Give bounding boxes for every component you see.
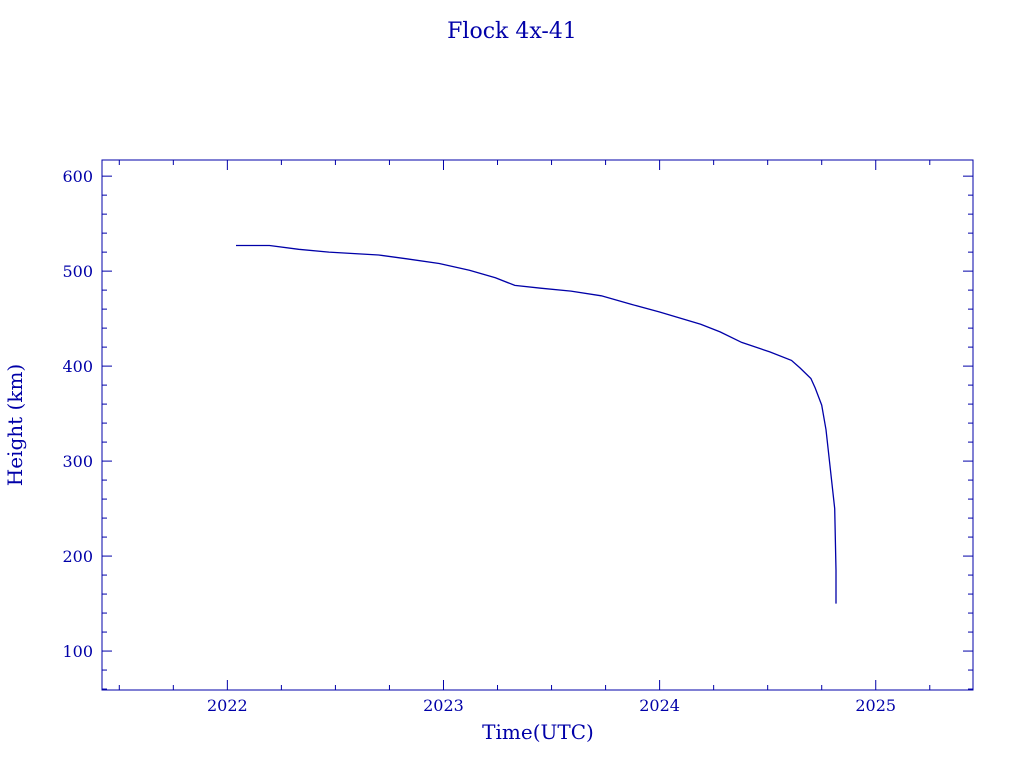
plot-frame [101,159,974,691]
y-tick-label: 500 [62,262,93,281]
series-line [236,244,837,604]
axis-ticks [102,160,973,690]
tick-labels: 2022 2023 2024 2025 100 200 300 400 500 600 [62,167,896,715]
chart-title: Flock 4x-41 [447,19,577,44]
y-tick-label: 300 [62,452,93,471]
y-tick-label: 200 [62,547,93,566]
y-tick-label: 600 [62,167,93,186]
x-tick-label: 2023 [423,696,464,715]
x-axis-label: Time(UTC) [482,720,594,744]
y-tick-label: 100 [62,642,93,661]
y-tick-label: 400 [62,357,93,376]
x-tick-label: 2024 [639,696,680,715]
y-axis-label: Height (km) [3,364,27,486]
x-tick-label: 2022 [207,696,248,715]
x-tick-label: 2025 [855,696,896,715]
